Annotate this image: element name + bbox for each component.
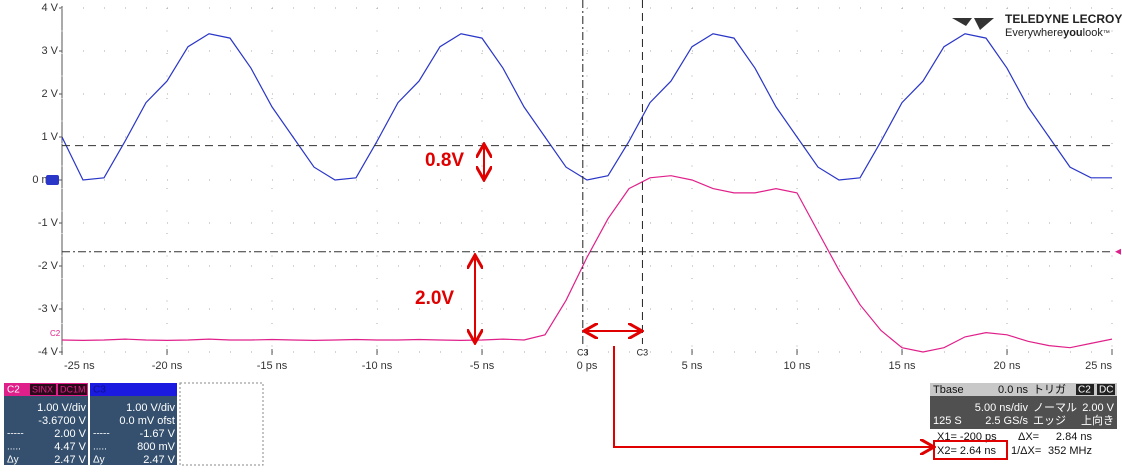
trigger-mode: ノーマル bbox=[1033, 402, 1077, 414]
timebase-scale: 5.00 ns/div bbox=[975, 402, 1029, 414]
badge bbox=[1097, 384, 1115, 395]
channel-panel bbox=[90, 383, 177, 465]
timebase-samples: 125 S bbox=[933, 415, 962, 427]
trigger-header bbox=[1031, 383, 1117, 396]
y-tick-label: 4 V bbox=[41, 2, 58, 14]
tagline-part: Everywhere bbox=[1005, 27, 1063, 39]
timebase-label: Tbase bbox=[933, 384, 964, 396]
row-marker: ..... bbox=[7, 442, 21, 453]
overlay-layer: C2 C3 C3 bbox=[46, 0, 1121, 357]
x-tick-label: 25 ns bbox=[1085, 360, 1112, 372]
badge bbox=[58, 384, 87, 395]
y-tick-label: -1 V bbox=[38, 217, 59, 229]
readout-x1: X1= -200 ps bbox=[937, 431, 997, 443]
trigger-label: トリガ bbox=[1033, 383, 1066, 396]
row-value: -3.6700 V bbox=[38, 415, 86, 427]
readout-inv-value: 352 MHz bbox=[1048, 445, 1092, 457]
row-marker: Δy bbox=[93, 455, 105, 466]
row-marker: ..... bbox=[93, 442, 107, 453]
level-marker bbox=[1115, 248, 1121, 255]
row-value: 0.0 mV ofst bbox=[119, 415, 175, 427]
channel-header bbox=[90, 383, 177, 396]
x-tick-label: 5 ns bbox=[682, 360, 703, 372]
row-value: 4.47 V bbox=[54, 441, 86, 453]
logo-tagline: Everywhereyoulook™ bbox=[1005, 27, 1110, 39]
annotation: 2.0V bbox=[415, 288, 454, 309]
x-tick-label: -25 ns bbox=[64, 360, 95, 372]
timebase-header bbox=[930, 383, 1031, 396]
x-tick-label: -15 ns bbox=[257, 360, 288, 372]
highlight-box bbox=[933, 440, 1008, 460]
trace-label: C2 bbox=[50, 329, 61, 338]
trigger-source: C2 bbox=[1078, 385, 1091, 396]
channel-coupling: SINX bbox=[32, 384, 53, 394]
tagline-part: look bbox=[1083, 27, 1104, 39]
channel-rows: 1.00 V/div-3.6700 V ----- 2.00 V..... 4.47 … bbox=[7, 402, 87, 466]
y-tick-label: 2 V bbox=[41, 88, 58, 100]
x-tick-label: 20 ns bbox=[994, 360, 1021, 372]
y-tick-label: 1 V bbox=[41, 131, 58, 143]
row-value: 1.00 V/div bbox=[37, 402, 86, 414]
row-value: 1.00 V/div bbox=[126, 402, 175, 414]
tagline-part: ™ bbox=[1103, 30, 1110, 37]
timebase-delay: 0.0 ns bbox=[998, 384, 1028, 396]
tagline-part: you bbox=[1063, 27, 1083, 39]
readout-dx: ΔX= bbox=[1018, 431, 1039, 443]
x-tick-label: -10 ns bbox=[362, 360, 393, 372]
ground-marker bbox=[46, 175, 59, 185]
y-tick-label: -4 V bbox=[38, 346, 59, 358]
trigger-level: 2.00 V bbox=[1082, 402, 1114, 414]
logo-mark bbox=[952, 18, 994, 30]
x-tick-label: 10 ns bbox=[784, 360, 811, 372]
channel-input: DC1M bbox=[60, 384, 86, 394]
row-value: 2.47 V bbox=[143, 454, 175, 466]
cursor-label: C3 bbox=[577, 347, 589, 357]
y-tick-label: 3 V bbox=[41, 45, 58, 57]
row-marker: Δy bbox=[7, 455, 19, 466]
logo-brand: TELEDYNE LECROY bbox=[1005, 12, 1122, 26]
readout-x2: X2= 2.64 ns bbox=[937, 445, 997, 457]
x-tick-label: -5 ns bbox=[470, 360, 495, 372]
annotation: 0.8V bbox=[425, 150, 464, 171]
row-value: 2.47 V bbox=[54, 454, 86, 466]
trace bbox=[62, 175, 1112, 353]
grid-layer: 4 V3 V2 V1 V0 mV-1 V-2 V-3 V-4 V-25 ns -2… bbox=[32, 2, 1113, 372]
channel-panel bbox=[4, 383, 88, 465]
readout-inv: 1/ΔX= bbox=[1011, 445, 1041, 457]
readout-dx-value: 2.84 ns bbox=[1056, 431, 1093, 443]
y-tick-label: -2 V bbox=[38, 260, 59, 272]
x-tick-label: -20 ns bbox=[152, 360, 183, 372]
row-value: 2.00 V bbox=[54, 428, 86, 440]
channel-name: C3 bbox=[93, 385, 106, 396]
callout-line bbox=[613, 346, 932, 447]
badge bbox=[30, 384, 56, 395]
channel-name: C2 bbox=[7, 385, 20, 396]
row-value: -1.67 V bbox=[140, 428, 176, 440]
cursor-label: C3 bbox=[637, 347, 649, 357]
trigger-coupling: DC bbox=[1099, 385, 1113, 396]
row-value: 800 mV bbox=[137, 441, 176, 453]
x-tick-label: 0 ps bbox=[577, 360, 598, 372]
y-tick-label: -3 V bbox=[38, 303, 59, 315]
empty-slot bbox=[179, 382, 264, 466]
trigger-slope: 上向き bbox=[1081, 413, 1114, 427]
badge bbox=[1076, 384, 1094, 395]
x-tick-label: 15 ns bbox=[889, 360, 916, 372]
trace bbox=[62, 33, 1112, 181]
timebase-rate: 2.5 GS/s bbox=[985, 415, 1028, 427]
trace-layer bbox=[62, 33, 1112, 353]
row-marker: ----- bbox=[93, 429, 110, 440]
trigger-type: エッジ bbox=[1033, 415, 1066, 427]
row-marker: ----- bbox=[7, 429, 24, 440]
